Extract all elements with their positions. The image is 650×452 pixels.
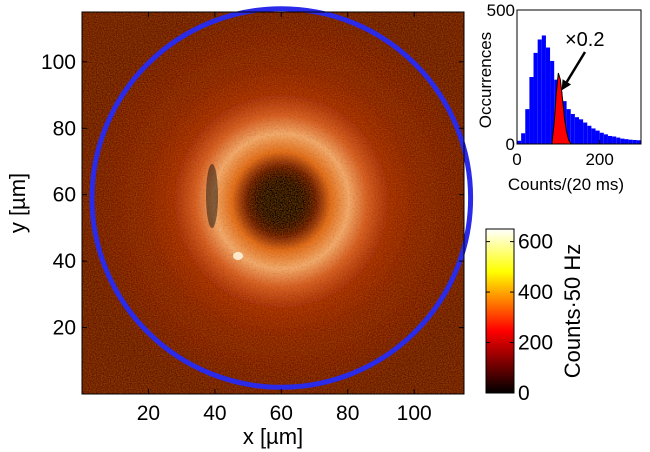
histogram-bar: [537, 39, 542, 145]
x-tick-label: 20: [137, 402, 160, 425]
histogram-bar: [566, 109, 571, 144]
histogram-x-ticks: 0 200: [512, 140, 614, 169]
y-tick-label: 20: [53, 317, 76, 340]
bright-spot: [233, 252, 243, 260]
histogram-x-tick-label: 200: [585, 150, 613, 169]
histogram-inset: 0 200 0 500 Counts/(20 ms) Occurrences ×0.…: [476, 1, 642, 194]
histogram-frame: [516, 9, 642, 145]
histogram-bar: [616, 137, 621, 144]
histogram-bar: [591, 128, 596, 144]
colorbar-label: Counts·50 Hz: [560, 244, 585, 379]
histogram-bar: [533, 52, 538, 144]
histogram-bar: [636, 140, 641, 144]
y-tick-label: 100: [41, 51, 76, 74]
boundary-circle: [89, 6, 474, 390]
histogram-bar: [570, 113, 575, 144]
y-tick-label: 40: [53, 250, 76, 273]
x-tick-label: 40: [203, 402, 226, 425]
histogram-bar: [599, 132, 604, 144]
x-tick-label: 100: [397, 402, 432, 425]
histogram-bar: [550, 60, 555, 144]
x-axis-ticks: 20 40 60 80 100: [137, 12, 432, 425]
heatmap-axes: 20 40 60 80 100 20 40 60 80 100 x [µm] y [µm]: [5, 6, 474, 449]
histogram-x-label: Counts/(20 ms): [508, 175, 624, 194]
heatmap-frame: [81, 11, 465, 395]
x-axis-label: x [µm]: [243, 424, 303, 449]
histogram-bar: [583, 122, 588, 144]
histogram-bar: [587, 125, 592, 144]
histogram-y-tick-label: 0: [506, 135, 515, 154]
x-tick-label: 60: [270, 402, 293, 425]
y-axis-label: y [µm]: [5, 173, 30, 233]
histogram-bar: [517, 140, 522, 144]
histogram-bar: [545, 47, 551, 144]
histogram-x-tick-label: 0: [512, 150, 521, 169]
colorbar-tick-label: 400: [518, 281, 553, 304]
y-tick-label: 80: [53, 117, 76, 140]
x-tick-label: 80: [336, 402, 359, 425]
colorbar-tick-label: 0: [518, 382, 530, 405]
colorbar-tick-label: 600: [518, 231, 553, 254]
histogram-bar: [607, 135, 613, 144]
histogram-bar: [525, 109, 530, 144]
annotation-arrow: [565, 51, 587, 83]
annotation-arrowhead: [561, 79, 572, 91]
histogram-bar: [579, 119, 584, 144]
y-tick-label: 60: [53, 184, 76, 207]
scaled-distribution: [551, 72, 572, 145]
histogram-bar: [541, 35, 546, 144]
histogram-bar: [521, 133, 526, 144]
histogram-bars: [517, 35, 641, 145]
histogram-bar: [612, 136, 617, 144]
histogram-bar: [624, 139, 629, 144]
heatmap-image: [82, 12, 464, 394]
histogram-bar: [628, 139, 633, 144]
histogram-y-label: Occurrences: [476, 32, 495, 128]
colorbar-gradient: [485, 228, 515, 394]
y-axis-ticks: 20 40 60 80 100: [41, 51, 464, 340]
annotation-label: ×0.2: [565, 29, 604, 51]
colorbar-ticks: 0 200 400 600: [486, 231, 553, 405]
histogram-bar: [574, 117, 579, 144]
histogram-y-ticks: 0 500: [487, 1, 521, 154]
histogram-bar: [603, 134, 608, 144]
histogram-bar: [595, 130, 600, 144]
histogram-y-tick-label: 500: [487, 1, 515, 20]
histogram-bar: [620, 138, 625, 144]
dark-arc: [206, 164, 218, 228]
histogram-bar: [529, 77, 534, 144]
colorbar: 0 200 400 600 Counts·50 Hz: [485, 228, 585, 405]
colorbar-tick-label: 200: [518, 332, 553, 355]
histogram-bar: [632, 139, 637, 144]
